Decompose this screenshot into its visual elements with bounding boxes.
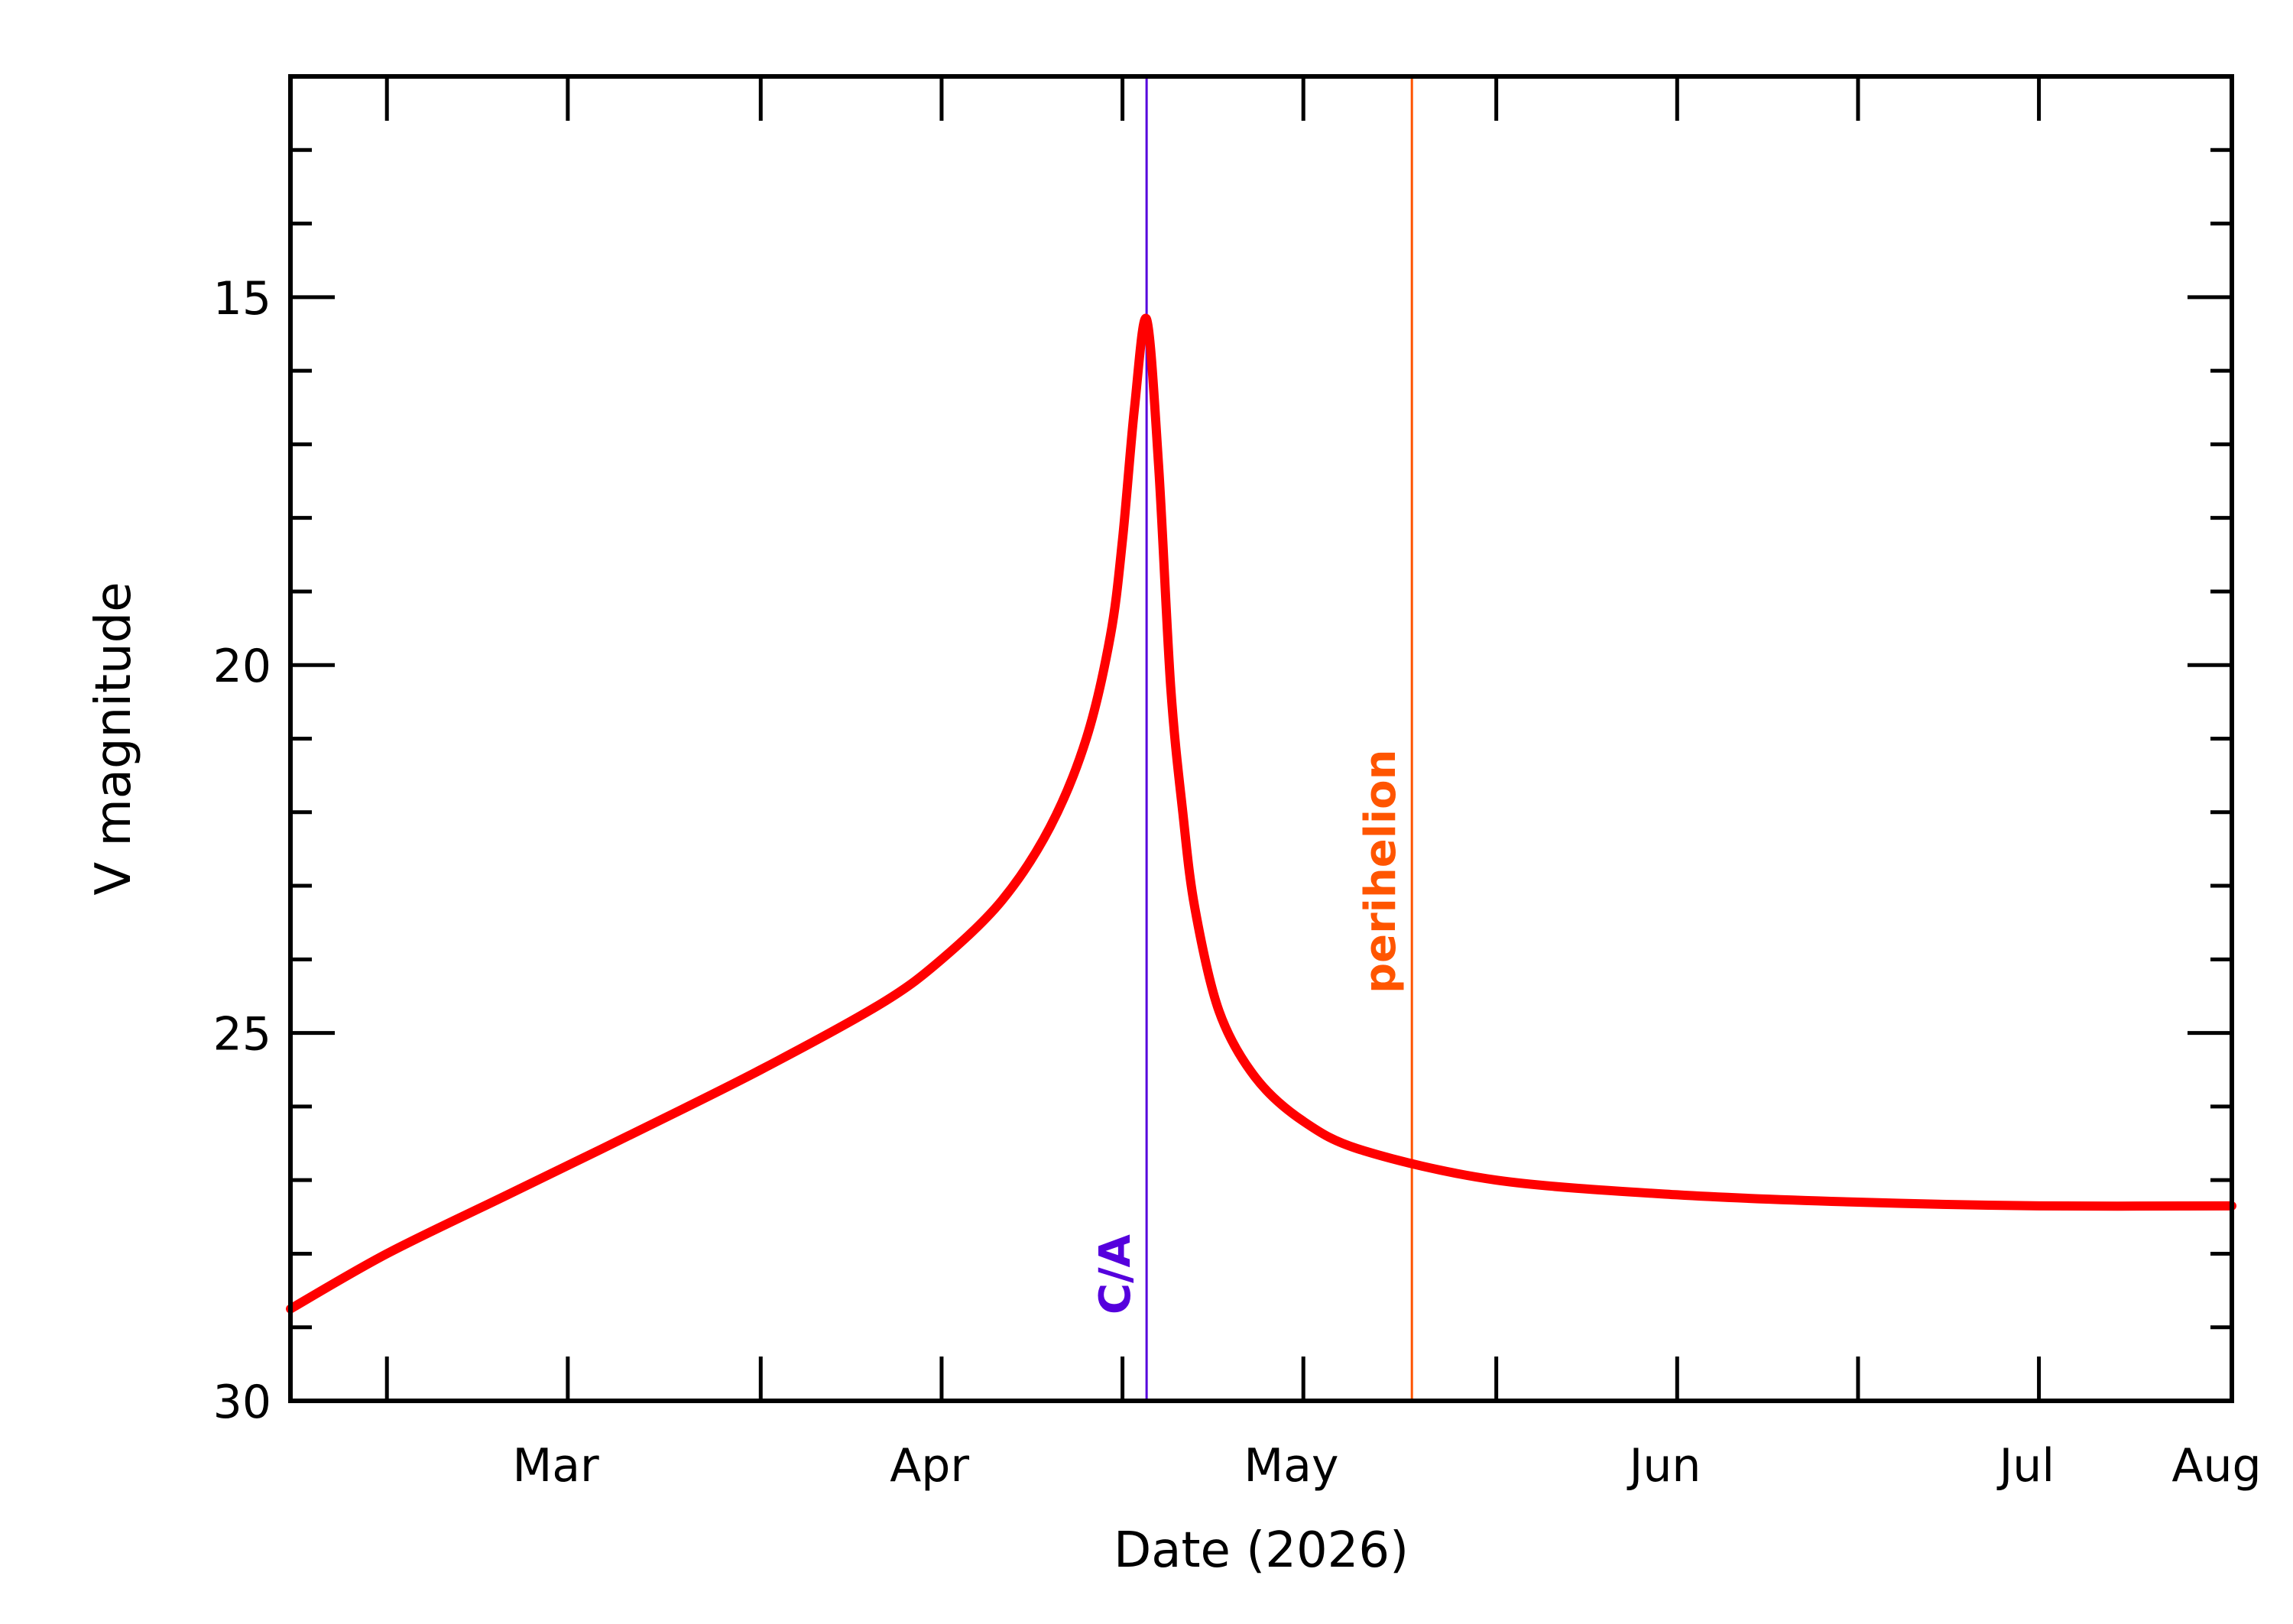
x-tick-label: Aug — [2171, 1439, 2261, 1493]
y-tick-label: 15 — [213, 272, 271, 326]
x-tick-label: Jun — [1627, 1439, 1701, 1493]
x-tick-label: Jul — [1996, 1439, 2055, 1493]
y-tick-label: 30 — [213, 1376, 271, 1429]
x-tick-label: Apr — [890, 1439, 969, 1493]
y-axis-title: V magnitude — [86, 582, 142, 895]
y-tick-label: 25 — [213, 1008, 271, 1062]
series-line-0 — [286, 313, 2236, 1314]
x-tick-label: Mar — [512, 1439, 599, 1493]
event-label: C/A — [1091, 1233, 1140, 1314]
axis-labels: Mar Apr May Jun Jul Aug 15 20 25 30 — [213, 272, 2262, 1493]
event-markers: C/A perihelion — [1091, 76, 1413, 1401]
event-label: perihelion — [1356, 750, 1406, 994]
x-axis-title: Date (2026) — [1114, 1522, 1409, 1579]
series-layer — [286, 313, 2236, 1314]
y-tick-label: 20 — [213, 640, 271, 693]
axis-ticks — [290, 74, 2232, 1403]
x-tick-label: May — [1244, 1439, 1338, 1493]
